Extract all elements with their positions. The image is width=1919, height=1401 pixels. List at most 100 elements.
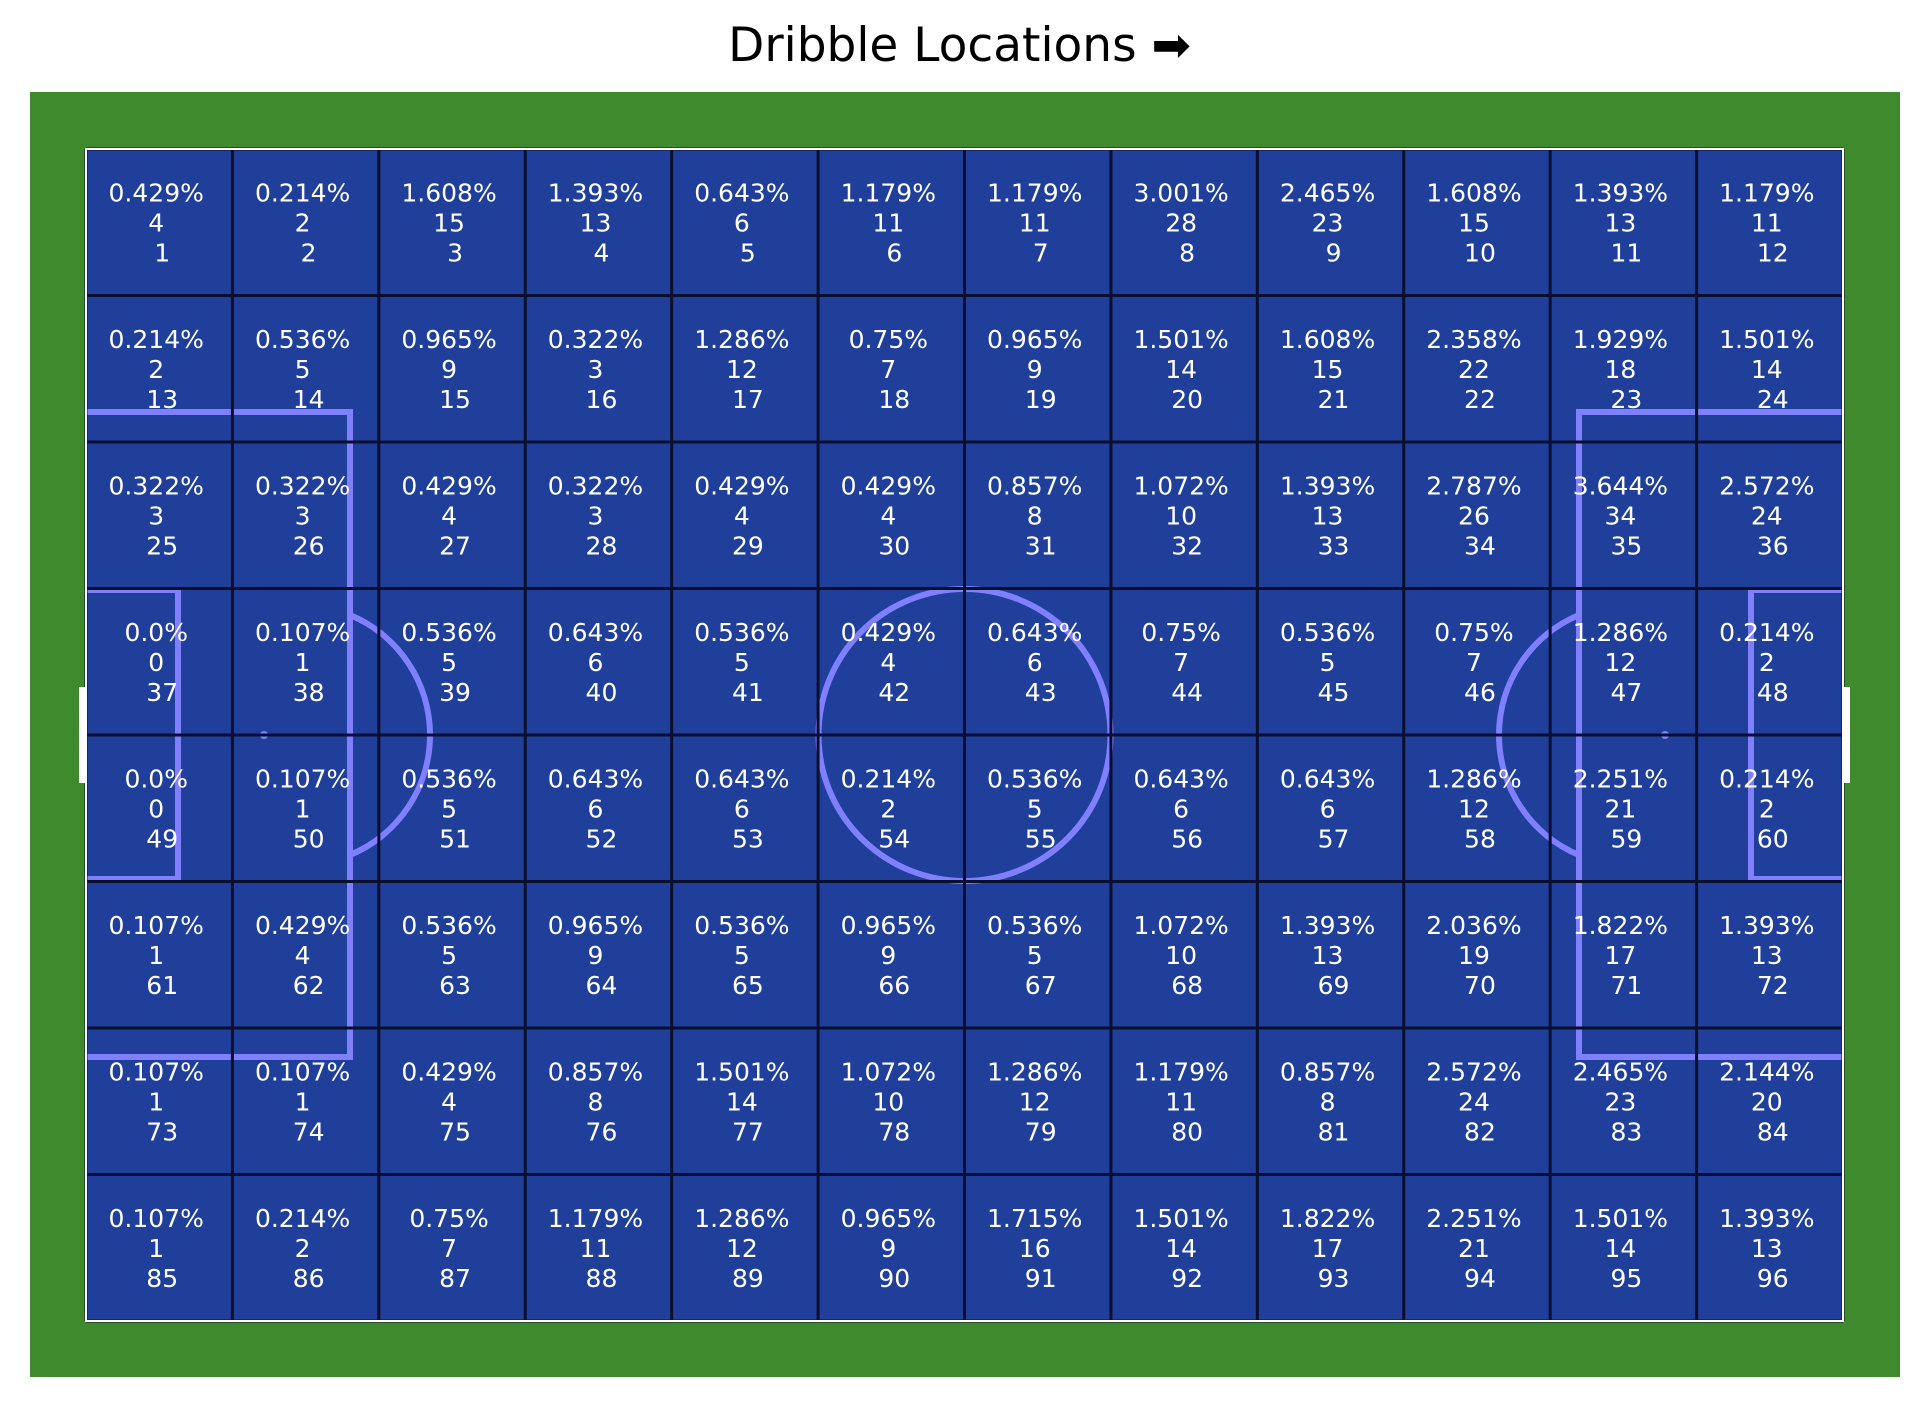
heatmap-cell <box>1696 442 1843 589</box>
heatmap-cell <box>964 442 1111 589</box>
cell-zone-label: 31 <box>1025 531 1057 560</box>
cell-zone-label: 5 <box>740 238 756 267</box>
cell-count-label: 8 <box>588 1087 604 1116</box>
cell-percent-label: 0.536% <box>255 325 350 354</box>
heatmap-cell <box>671 735 819 882</box>
cell-count-label: 9 <box>588 941 604 970</box>
heatmap-cell <box>525 149 672 296</box>
heatmap-cell <box>1550 442 1697 589</box>
cell-count-label: 8 <box>1027 501 1043 530</box>
cell-count-label: 13 <box>580 208 612 237</box>
heatmap-cell <box>1696 1174 1843 1321</box>
cell-percent-label: 0.536% <box>401 764 496 793</box>
heatmap-cell <box>378 442 526 589</box>
cell-zone-label: 70 <box>1464 971 1496 1000</box>
cell-count-label: 14 <box>1604 1234 1636 1263</box>
cell-percent-label: 1.501% <box>694 1057 789 1086</box>
cell-zone-label: 13 <box>146 385 178 414</box>
cell-count-label: 2 <box>148 355 164 384</box>
pitch-outline <box>79 148 1850 1322</box>
cell-percent-label: 1.608% <box>401 178 496 207</box>
cell-zone-label: 39 <box>439 678 471 707</box>
cell-zone-label: 75 <box>439 1117 471 1146</box>
cell-zone-label: 2 <box>301 238 317 267</box>
cell-percent-label: 0.322% <box>255 471 350 500</box>
heatmap-cell <box>232 1174 379 1321</box>
cell-count-label: 15 <box>433 208 465 237</box>
heatmap-cell <box>818 442 965 589</box>
cell-zone-label: 23 <box>1610 385 1642 414</box>
cell-zone-label: 64 <box>586 971 618 1000</box>
heatmap-cell <box>1403 588 1551 735</box>
cell-zone-label: 22 <box>1464 385 1496 414</box>
cell-percent-label: 1.608% <box>1426 178 1521 207</box>
heatmap-cell <box>1257 1174 1404 1321</box>
heatmap-cell <box>671 1174 819 1321</box>
heatmap-cell <box>1403 735 1551 882</box>
heatmap-cell <box>671 149 819 296</box>
cell-count-label: 17 <box>1312 1234 1344 1263</box>
heatmap-cell <box>86 1174 233 1321</box>
cell-count-label: 3 <box>295 501 311 530</box>
cell-percent-label: 1.179% <box>1719 178 1814 207</box>
cell-count-label: 2 <box>1759 648 1775 677</box>
cell-zone-label: 11 <box>1610 238 1642 267</box>
cell-count-label: 13 <box>1751 1234 1783 1263</box>
chart-title: Dribble Locations ➡ <box>728 18 1191 73</box>
cell-percent-label: 0.429% <box>401 471 496 500</box>
heatmap-cell <box>1550 295 1697 442</box>
heatmap-cell <box>1257 588 1404 735</box>
cell-zone-label: 28 <box>586 531 618 560</box>
heatmap-cell <box>671 1028 819 1175</box>
cell-percent-label: 0.643% <box>548 764 643 793</box>
heatmap-cell <box>232 1028 379 1175</box>
cell-count-label: 3 <box>148 501 164 530</box>
cell-count-label: 14 <box>1751 355 1783 384</box>
heatmap-cell <box>818 1174 965 1321</box>
cell-percent-label: 0.214% <box>109 325 204 354</box>
cell-count-label: 11 <box>1165 1087 1197 1116</box>
cell-count-label: 6 <box>734 794 750 823</box>
cell-count-label: 4 <box>295 941 311 970</box>
heatmap-cell <box>1403 881 1551 1028</box>
cell-zone-label: 53 <box>732 824 764 853</box>
cell-zone-label: 44 <box>1171 678 1203 707</box>
cell-count-label: 6 <box>588 794 604 823</box>
cell-zone-label: 67 <box>1025 971 1057 1000</box>
heatmap-cell <box>1550 1028 1697 1175</box>
heatmap-cell <box>964 149 1111 296</box>
cell-zone-label: 82 <box>1464 1117 1496 1146</box>
cell-count-label: 11 <box>580 1234 612 1263</box>
cell-percent-label: 0.322% <box>548 471 643 500</box>
cell-count-label: 11 <box>1019 208 1051 237</box>
cell-count-label: 11 <box>1751 208 1783 237</box>
cell-percent-label: 1.715% <box>987 1204 1082 1233</box>
heatmap-cell <box>1257 149 1404 296</box>
cell-count-label: 2 <box>295 208 311 237</box>
cell-count-label: 14 <box>1165 1234 1197 1263</box>
heatmap-cell <box>232 588 379 735</box>
cell-count-label: 5 <box>1027 794 1043 823</box>
cell-zone-label: 7 <box>1033 238 1049 267</box>
cell-count-label: 11 <box>872 208 904 237</box>
cell-count-label: 7 <box>441 1234 457 1263</box>
cell-count-label: 1 <box>148 1234 164 1263</box>
heatmap-cell <box>86 881 233 1028</box>
cell-percent-label: 0.107% <box>109 1057 204 1086</box>
cell-zone-label: 48 <box>1757 678 1789 707</box>
cell-count-label: 34 <box>1604 501 1636 530</box>
heatmap-cell <box>1696 295 1843 442</box>
cell-percent-label: 0.214% <box>841 764 936 793</box>
cell-zone-label: 38 <box>293 678 325 707</box>
heatmap-cell <box>86 588 233 735</box>
heatmap-cell <box>1110 442 1258 589</box>
cell-zone-label: 45 <box>1318 678 1350 707</box>
heatmap-cell <box>818 1028 965 1175</box>
heatmap-cell <box>818 149 965 296</box>
cell-percent-label: 0.965% <box>841 911 936 940</box>
cell-count-label: 1 <box>148 941 164 970</box>
cell-zone-label: 94 <box>1464 1264 1496 1293</box>
heatmap-cell <box>525 295 672 442</box>
cell-zone-label: 91 <box>1025 1264 1057 1293</box>
cell-zone-label: 40 <box>586 678 618 707</box>
